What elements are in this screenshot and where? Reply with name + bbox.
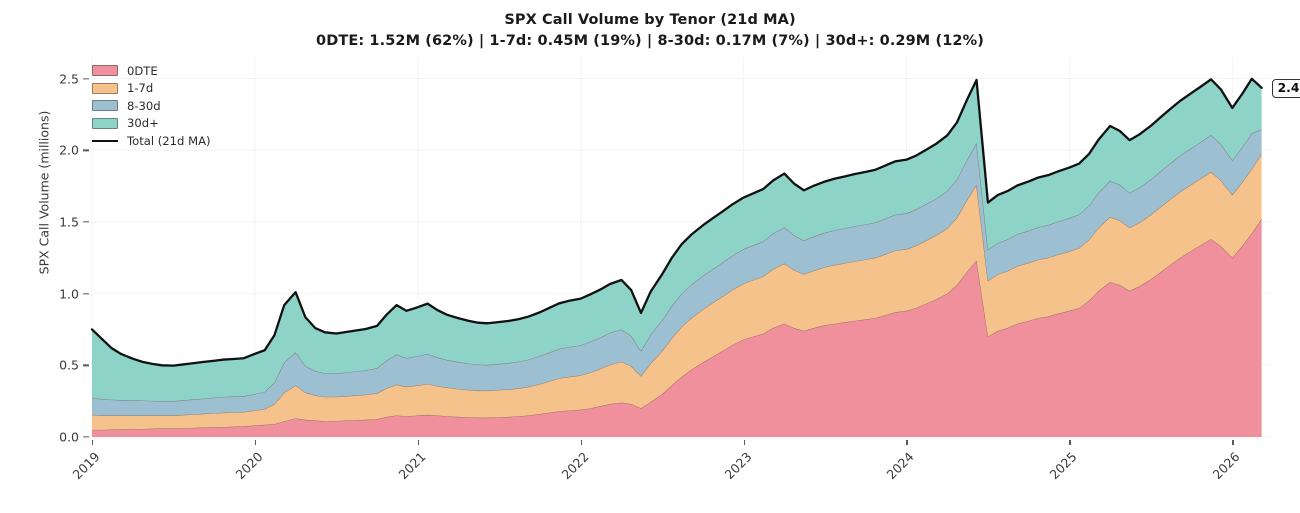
legend-item[interactable]: 30d+ bbox=[92, 115, 211, 133]
chart-legend: 0DTE 1-7d 8-30d 30d+ Total (21d MA) bbox=[92, 62, 211, 150]
x-axis-tick-mark bbox=[1069, 440, 1071, 445]
legend-item-label: 30d+ bbox=[127, 116, 159, 131]
legend-item[interactable]: Total (21d MA) bbox=[92, 132, 211, 150]
area-series-0dte bbox=[92, 219, 1262, 437]
x-axis-tick-mark bbox=[254, 440, 257, 445]
x-axis-tick-mark bbox=[1232, 440, 1234, 445]
legend-color-swatch bbox=[92, 117, 118, 129]
legend-item-label: Total (21d MA) bbox=[127, 133, 211, 148]
area-series-30d- bbox=[92, 78, 1262, 402]
x-axis-tick-mark bbox=[743, 440, 745, 445]
legend-item[interactable]: 1-7d bbox=[92, 80, 211, 98]
legend-item[interactable]: 8-30d bbox=[92, 97, 211, 115]
legend-item[interactable]: 0DTE bbox=[92, 62, 211, 80]
area-series-1-7d bbox=[92, 153, 1262, 430]
y-axis-tick-mark bbox=[83, 77, 89, 80]
legend-item-label: 1-7d bbox=[127, 81, 154, 96]
y-axis-tick-label: 0.0 bbox=[59, 429, 79, 445]
y-axis-tick-label: 1.5 bbox=[59, 214, 79, 230]
y-axis-tick-label: 2.5 bbox=[59, 71, 79, 86]
x-axis-tick-mark bbox=[580, 440, 582, 445]
y-axis-tick-mark bbox=[83, 221, 89, 223]
stacked-areas bbox=[91, 78, 1262, 437]
total-line bbox=[90, 77, 1263, 367]
y-axis-tick-mark bbox=[83, 149, 89, 151]
y-axis-tick-label: 2.0 bbox=[59, 142, 79, 158]
x-axis-tick-mark bbox=[906, 440, 908, 445]
legend-item-label: 0DTE bbox=[127, 63, 158, 78]
legend-color-swatch bbox=[92, 100, 118, 112]
y-axis-tick-label: 0.5 bbox=[59, 357, 79, 373]
y-axis-tick-mark bbox=[83, 436, 89, 438]
y-axis-tick-label: 1.0 bbox=[59, 286, 79, 302]
latest-value-annotation: 2.43M bbox=[1271, 78, 1300, 98]
legend-color-swatch bbox=[92, 65, 118, 77]
legend-item-label: 8-30d bbox=[127, 98, 161, 113]
x-axis-tick-mark bbox=[417, 440, 420, 445]
x-axis-tick-mark bbox=[92, 440, 94, 445]
y-axis-tick-mark bbox=[83, 292, 89, 295]
legend-color-swatch bbox=[92, 82, 118, 94]
legend-line-swatch bbox=[92, 139, 118, 142]
y-axis-tick-mark bbox=[83, 364, 89, 366]
